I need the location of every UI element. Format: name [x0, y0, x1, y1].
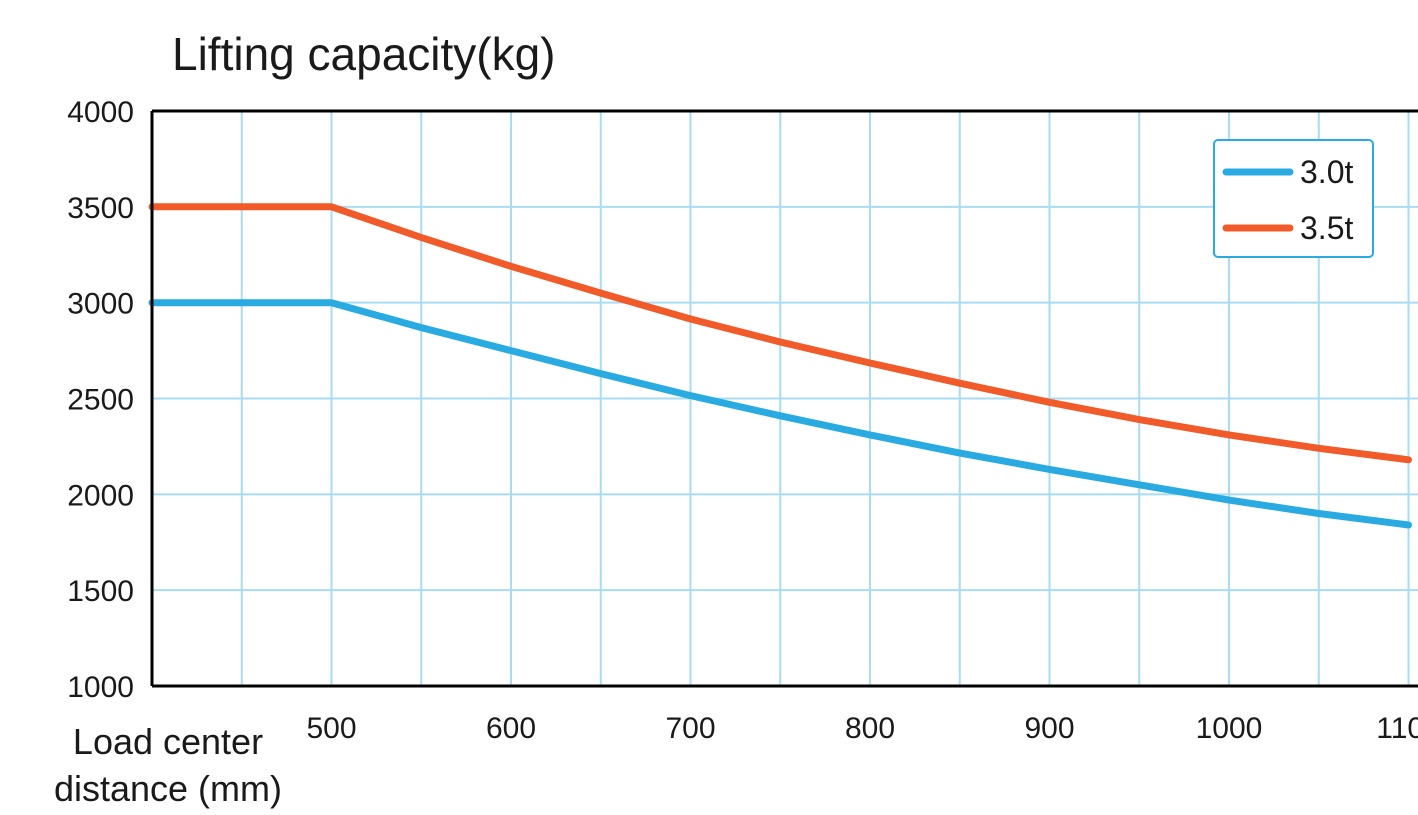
x-tick-label: 800: [845, 712, 895, 745]
series-lines: [148, 203, 1412, 529]
y-tick-label: 4000: [67, 96, 134, 129]
y-tick-label: 2000: [67, 479, 134, 512]
series-line-3-0t: [148, 299, 1412, 529]
y-tick-label: 1500: [67, 575, 134, 608]
y-tick-labels: 1000 1500 2000 2500 3000 3500 4000: [67, 96, 134, 704]
x-tick-label: 1000: [1196, 712, 1263, 745]
legend-label-3-0t: 3.0t: [1300, 154, 1353, 190]
series-line-3-5t: [148, 203, 1412, 464]
x-tick-label: 900: [1024, 712, 1074, 745]
x-axis-label-line-1: Load center: [73, 721, 263, 762]
y-tick-label: 3500: [67, 192, 134, 225]
x-tick-label: 600: [486, 712, 536, 745]
legend: 3.0t 3.5t: [1213, 139, 1374, 258]
legend-label-3-5t: 3.5t: [1300, 210, 1353, 246]
y-tick-label: 2500: [67, 384, 134, 417]
x-tick-label: 1100: [1376, 712, 1418, 745]
x-axis-label-line-2: distance (mm): [54, 768, 282, 809]
chart-title: Lifting capacity(kg): [172, 28, 556, 80]
y-tick-label: 1000: [67, 671, 134, 704]
y-tick-label: 3000: [67, 288, 134, 321]
x-tick-label: 700: [665, 712, 715, 745]
x-tick-label: 500: [306, 712, 356, 745]
x-tick-labels: 500 600 700 800 900 1000 1100: [306, 712, 1418, 745]
